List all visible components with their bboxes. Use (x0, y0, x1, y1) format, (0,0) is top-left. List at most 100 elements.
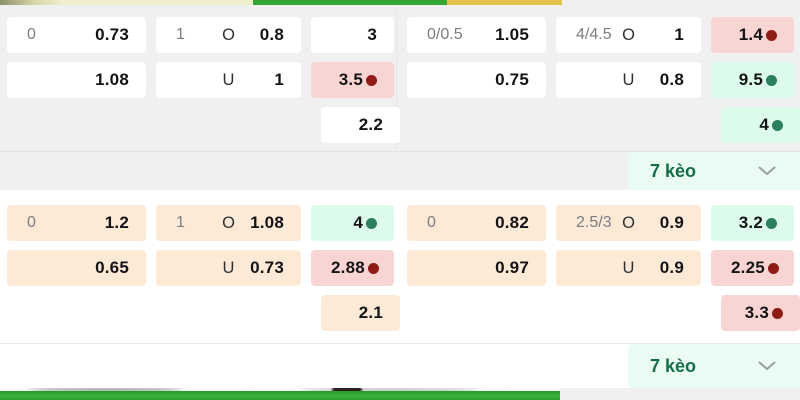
section-divider (0, 151, 800, 152)
more-odds-expander[interactable]: 7 kèo (628, 344, 800, 388)
chevron-down-icon (758, 361, 776, 370)
bottom-odds-section: 0 1.2 1 O 1.08 4 0.65 U (0, 205, 800, 340)
over-under-label: O (622, 25, 635, 44)
match-photo-strip (0, 388, 560, 400)
odds-value: 3.2 (738, 213, 763, 232)
photo-blur-shape (300, 388, 480, 393)
odds-value: 0.73 (250, 258, 284, 277)
odds-value: 1.08 (250, 213, 284, 232)
odds-value: 1.05 (495, 25, 529, 44)
odds-row: 0.75 U 0.8 9.5 (400, 62, 800, 98)
odds-rise-dot-icon (766, 74, 777, 86)
handicap-odds-cell[interactable]: 0/0.5 1.05 (407, 17, 546, 53)
odds-value: 0.8 (259, 25, 284, 44)
odds-value: 1 (274, 70, 284, 89)
handicap-label: 1 (176, 214, 185, 231)
odds-value: 0.82 (495, 213, 529, 232)
odds-drop-dot-icon (367, 262, 379, 274)
odds-cell-dropping[interactable]: 2.25 (711, 250, 794, 286)
bottom-left-market: 0 1.2 1 O 1.08 4 0.65 U (0, 205, 400, 340)
odds-cell-dropping[interactable]: 3.3 (721, 295, 800, 331)
handicap-odds-cell[interactable]: 0.65 (7, 250, 146, 286)
odds-value: 1.2 (104, 213, 129, 232)
odds-row: 4 (400, 107, 800, 143)
handicap-label: 2.5/3 (576, 214, 612, 231)
odds-cell-rising[interactable]: 9.5 (711, 62, 794, 98)
over-under-label: U (222, 70, 235, 89)
odds-value: 0.65 (95, 258, 129, 277)
odds-drop-dot-icon (767, 262, 779, 274)
over-under-label: O (222, 213, 235, 232)
over-odds-cell[interactable]: 1 O 1.08 (156, 205, 301, 241)
odds-cell[interactable]: 2.1 (321, 295, 400, 331)
bottom-expander-row: 7 kèo (0, 344, 800, 388)
odds-value: 3.3 (744, 303, 769, 322)
handicap-label: 1 (176, 26, 185, 43)
odds-value: 2.1 (358, 303, 383, 322)
odds-value: 2.2 (358, 115, 383, 134)
top-left-market: 0 0.73 1 O 0.8 3 1.08 U 1 3.5 (0, 17, 400, 152)
handicap-odds-cell[interactable]: 0.75 (407, 62, 546, 98)
handicap-odds-cell[interactable]: 0.97 (407, 250, 546, 286)
top-expander-row: 7 kèo (0, 152, 800, 190)
odds-value: 1.08 (95, 70, 129, 89)
odds-value: 0.8 (659, 70, 684, 89)
odds-rise-dot-icon (366, 217, 377, 229)
over-under-label: U (622, 70, 635, 89)
odds-row: 0/0.5 1.05 4/4.5 O 1 1.4 (400, 17, 800, 53)
handicap-label: 0 (27, 214, 36, 231)
odds-row: 0.97 U 0.9 2.25 (400, 250, 800, 286)
handicap-odds-cell[interactable]: 0 1.2 (7, 205, 146, 241)
over-odds-cell[interactable]: 4/4.5 O 1 (556, 17, 701, 53)
handicap-odds-cell[interactable]: 1.08 (7, 62, 146, 98)
over-under-label: U (622, 258, 635, 277)
odds-value: 0.9 (659, 213, 684, 232)
expander-label: 7 kèo (650, 355, 697, 376)
under-odds-cell[interactable]: U 1 (156, 62, 301, 98)
odds-drop-dot-icon (772, 307, 783, 319)
odds-row: 2.2 (0, 107, 400, 143)
odds-value: 1.4 (738, 25, 763, 44)
odds-value: 9.5 (738, 70, 763, 89)
handicap-odds-cell[interactable]: 0 0.82 (407, 205, 546, 241)
odds-cell[interactable]: 3 (311, 17, 394, 53)
odds-row: 0.65 U 0.73 2.88 (0, 250, 400, 286)
odds-row: 0 0.73 1 O 0.8 3 (0, 17, 400, 53)
bottom-odds-panel: 0 1.2 1 O 1.08 4 0.65 U (0, 190, 800, 388)
odds-cell-dropping[interactable]: 3.5 (311, 62, 394, 98)
odds-value: 2.88 (331, 258, 365, 277)
bottom-right-market: 0 0.82 2.5/3 O 0.9 3.2 0.97 U (400, 205, 800, 340)
odds-cell-rising[interactable]: 4 (311, 205, 394, 241)
odds-value: 0.97 (495, 258, 529, 277)
odds-rise-dot-icon (772, 119, 783, 131)
section-divider (0, 343, 800, 344)
odds-value: 0.75 (495, 70, 529, 89)
over-odds-cell[interactable]: 2.5/3 O 0.9 (556, 205, 701, 241)
odds-cell-rising[interactable]: 3.2 (711, 205, 794, 241)
odds-rise-dot-icon (766, 217, 777, 229)
odds-value: 4 (759, 115, 769, 134)
odds-row: 0 0.82 2.5/3 O 0.9 3.2 (400, 205, 800, 241)
odds-drop-dot-icon (766, 29, 777, 41)
odds-value: 1 (674, 25, 684, 44)
odds-cell-dropping[interactable]: 1.4 (711, 17, 794, 53)
odds-value: 0.9 (659, 258, 684, 277)
under-odds-cell[interactable]: U 0.8 (556, 62, 701, 98)
photo-blur-shape (28, 388, 183, 393)
odds-value: 3 (367, 25, 377, 44)
top-right-market: 0/0.5 1.05 4/4.5 O 1 1.4 0.75 U 0.8 9.5 (400, 17, 800, 152)
odds-row: 2.1 (0, 295, 400, 331)
under-odds-cell[interactable]: U 0.9 (556, 250, 701, 286)
over-odds-cell[interactable]: 1 O 0.8 (156, 17, 301, 53)
odds-value: 2.25 (731, 258, 765, 277)
under-odds-cell[interactable]: U 0.73 (156, 250, 301, 286)
odds-cell-rising[interactable]: 4 (721, 107, 800, 143)
handicap-label: 0/0.5 (427, 26, 463, 43)
handicap-odds-cell[interactable]: 0 0.73 (7, 17, 146, 53)
over-under-label: U (222, 258, 235, 277)
handicap-label: 0 (427, 214, 436, 231)
more-odds-expander[interactable]: 7 kèo (628, 152, 800, 190)
odds-value: 0.73 (95, 25, 129, 44)
odds-cell-dropping[interactable]: 2.88 (311, 250, 394, 286)
odds-cell[interactable]: 2.2 (321, 107, 400, 143)
